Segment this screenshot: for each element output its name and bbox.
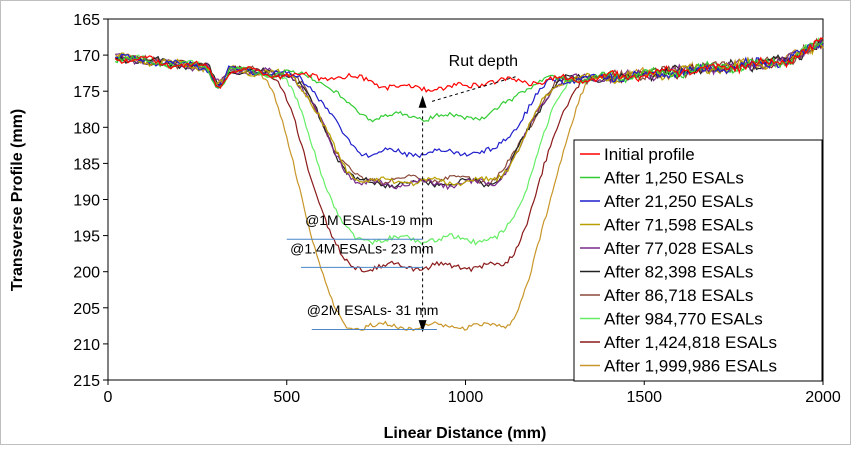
legend-entry: After 1,424,818 ESALs: [604, 333, 777, 352]
axes: 0 500 1000 1500 2000 165 170 175 180 185 190 195 200…: [73, 12, 841, 406]
annotation-text: @2M ESALs- 31 mm: [307, 302, 439, 318]
legend-entry: After 82,398 ESALs: [604, 263, 753, 282]
x-tick-label: 1000: [448, 389, 484, 406]
x-tick-label: 500: [273, 389, 300, 406]
y-tick-label: 215: [73, 373, 100, 390]
arrow-head-top: [418, 95, 427, 108]
legend-entry: Initial profile: [604, 145, 695, 164]
series-line: [115, 43, 824, 187]
y-tick-label: 200: [73, 265, 100, 282]
x-tick-label: 0: [104, 389, 113, 406]
legend: Initial profile After 1,250 ESALs After 21…: [573, 139, 823, 382]
series-line: [114, 37, 824, 93]
y-tick-label: 180: [73, 120, 100, 137]
y-tick-label: 190: [73, 193, 100, 210]
y-tick-label: 175: [73, 84, 100, 101]
y-axis-label: Transverse Profile (mm): [9, 109, 26, 291]
series-line: [114, 41, 824, 123]
annotation-text: @1.4M ESALs- 23 mm: [290, 241, 433, 257]
y-tick-label: 185: [73, 156, 100, 173]
legend-entry: After 1,999,986 ESALs: [604, 357, 777, 376]
x-axis-label: Linear Distance (mm): [384, 425, 547, 442]
y-tick-label: 165: [73, 12, 100, 29]
annotation-text: @1M ESALs-19 mm: [305, 212, 433, 228]
y-tick-label: 210: [73, 337, 100, 354]
series-line: [115, 41, 824, 159]
rut-depth-leader: [429, 76, 516, 103]
y-tick-label: 205: [73, 301, 100, 318]
arrow-head-bottom: [418, 320, 427, 333]
legend-entry: After 77,028 ESALs: [604, 239, 753, 258]
annotation-text: Rut depth: [449, 53, 518, 70]
legend-entry: After 984,770 ESALs: [604, 310, 763, 329]
x-tick-label: 2000: [805, 389, 841, 406]
y-tick-label: 170: [73, 48, 100, 65]
x-tick-label: 1500: [626, 389, 662, 406]
y-tick-label: 195: [73, 229, 100, 246]
legend-box: [573, 139, 823, 382]
legend-entry: After 1,250 ESALs: [604, 169, 744, 188]
legend-entry: After 71,598 ESALs: [604, 216, 753, 235]
series-lines: [114, 37, 824, 332]
annotations: Rut depth @1M ESALs-19 mm @1.4M ESALs- 23 …: [286, 53, 518, 333]
legend-entry: After 86,718 ESALs: [604, 286, 753, 305]
legend-entry: After 21,250 ESALs: [604, 192, 753, 211]
